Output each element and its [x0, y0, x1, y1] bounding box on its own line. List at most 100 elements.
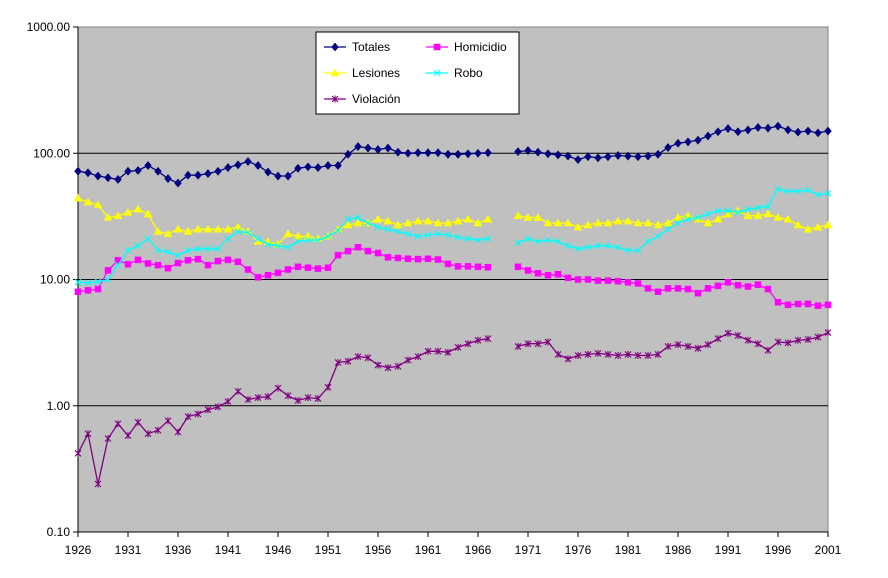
data-point: [714, 207, 722, 215]
legend: Totales Homicidio Lesiones Robo Violación: [315, 31, 520, 115]
data-point: [684, 342, 692, 350]
legend-label: Totales: [352, 40, 390, 54]
data-point: [294, 163, 302, 173]
data-point: [784, 339, 792, 347]
data-point: [314, 236, 322, 244]
data-point: [634, 247, 642, 254]
data-point: [234, 160, 242, 170]
data-point: [284, 243, 292, 251]
data-point: [564, 355, 572, 363]
data-point: [204, 245, 212, 253]
data-point: [484, 264, 492, 271]
data-point: [574, 276, 582, 283]
legend-marker: [433, 69, 441, 77]
data-point: [354, 244, 362, 251]
data-point: [94, 480, 102, 488]
data-point: [794, 127, 802, 137]
series-violacin: [74, 329, 832, 488]
data-point: [354, 142, 362, 151]
data-point: [364, 219, 372, 227]
y-tick-label: 1000.00: [27, 20, 71, 34]
data-point: [714, 282, 722, 290]
legend-label: Homicidio: [454, 40, 507, 54]
data-point: [84, 168, 92, 178]
data-point: [803, 224, 813, 233]
data-point: [454, 343, 462, 351]
data-point: [464, 149, 472, 159]
data-point: [563, 218, 573, 227]
data-point: [244, 266, 252, 273]
data-point: [794, 300, 802, 308]
data-point: [624, 247, 632, 254]
legend-label: Robo: [454, 66, 483, 80]
data-point: [754, 204, 762, 212]
data-point: [154, 426, 162, 434]
data-point: [594, 153, 602, 163]
data-point: [674, 341, 682, 349]
data-point: [334, 226, 342, 234]
data-point: [724, 279, 732, 286]
x-tick-label: 1986: [665, 543, 692, 557]
data-point: [194, 410, 202, 418]
data-point: [404, 356, 412, 364]
data-point: [514, 342, 522, 350]
y-tick-label: 0.10: [47, 525, 71, 539]
data-point: [624, 151, 632, 161]
data-point: [454, 234, 462, 241]
data-point: [453, 216, 463, 225]
data-point: [204, 261, 212, 269]
data-point: [794, 187, 802, 195]
data-point: [94, 171, 102, 181]
data-point: [254, 274, 262, 281]
data-point: [344, 149, 352, 159]
data-point: [174, 252, 182, 259]
data-point: [444, 231, 452, 239]
data-point: [234, 258, 242, 266]
data-point: [143, 209, 153, 218]
data-point: [214, 245, 222, 253]
data-point: [664, 285, 672, 292]
data-point: [394, 254, 402, 262]
data-point: [773, 212, 783, 221]
data-point: [353, 218, 363, 227]
data-point: [704, 341, 712, 349]
data-point: [583, 220, 593, 229]
legend-item: Totales: [324, 40, 390, 54]
data-point: [684, 215, 692, 223]
data-point: [144, 161, 152, 170]
data-point: [193, 224, 203, 233]
data-point: [734, 209, 742, 216]
data-point: [354, 353, 362, 361]
data-point: [624, 350, 632, 358]
data-point: [224, 256, 232, 264]
data-point: [324, 161, 332, 170]
data-point: [814, 333, 822, 341]
data-point: [434, 256, 442, 263]
data-point: [464, 340, 472, 348]
data-point: [374, 249, 382, 257]
data-point: [194, 245, 202, 253]
data-point: [124, 432, 132, 440]
data-point: [774, 299, 782, 306]
data-point: [814, 191, 822, 199]
data-point: [594, 242, 602, 250]
data-point: [114, 261, 122, 269]
axes: 0.10 1.00 10.00 100.00 1000.00 1926 1931 1936 19…: [27, 20, 842, 557]
data-point: [564, 151, 572, 161]
data-point: [534, 270, 542, 277]
data-point: [194, 170, 202, 180]
data-point: [124, 261, 132, 268]
data-point: [654, 149, 662, 159]
data-point: [84, 279, 92, 287]
data-point: [164, 264, 172, 272]
data-point: [804, 186, 812, 194]
data-point: [514, 239, 522, 247]
data-point: [543, 218, 553, 227]
data-point: [764, 202, 772, 210]
data-point: [784, 125, 792, 135]
data-point: [424, 255, 432, 263]
data-point: [123, 207, 133, 216]
data-point: [404, 148, 412, 158]
data-point: [674, 219, 682, 227]
